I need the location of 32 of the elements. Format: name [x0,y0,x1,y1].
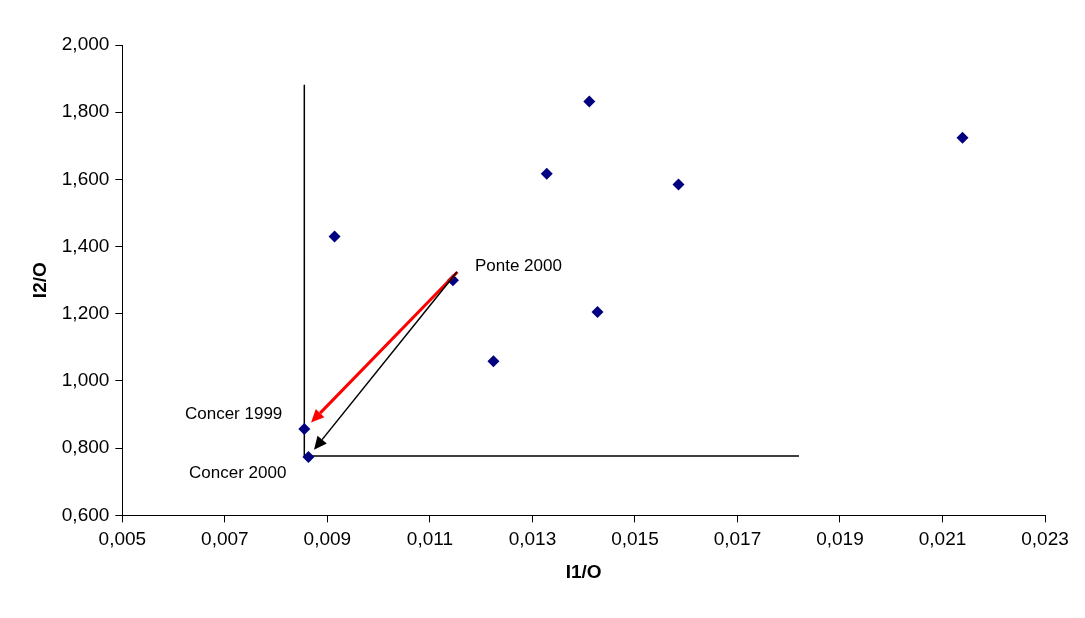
annotation: Ponte 2000 [474,255,562,275]
point [591,306,604,319]
point [540,167,553,180]
y-tick-label: 1,400 [61,234,110,256]
x-tick-label: 0,019 [816,528,864,550]
annotation: Concer 2000 [189,462,287,482]
y-tick-label: 1,600 [61,167,110,189]
x-tick-label: 0,013 [508,528,557,550]
y-axis-title: I2/O [28,262,50,299]
point [956,131,969,144]
annotation: Concer 1999 [184,403,283,423]
y-tick-label: 1,000 [61,369,110,391]
x-tick-label: 0,021 [918,528,967,550]
x-tick-label: 0,011 [406,528,453,550]
y-tick-label: 2,000 [61,33,110,55]
point [302,450,315,463]
point [583,95,596,108]
x-tick-label: 0,009 [303,528,352,550]
x-tick-label: 0,007 [201,528,249,550]
x-tick-label: 0,017 [713,528,762,550]
point [328,230,341,243]
point [672,178,685,191]
y-tick-label: 1,200 [61,302,110,324]
x-tick-label: 0,015 [611,528,659,550]
point [487,355,500,368]
y-tick-label: 0,600 [61,503,110,525]
x-axis-title: I1/O [565,560,602,582]
x-tick-label: 0,023 [1021,528,1069,550]
y-tick-label: 1,800 [61,100,110,122]
point [298,423,311,436]
y-tick-label: 0,800 [61,436,110,458]
x-tick-label: 0,005 [98,528,147,550]
